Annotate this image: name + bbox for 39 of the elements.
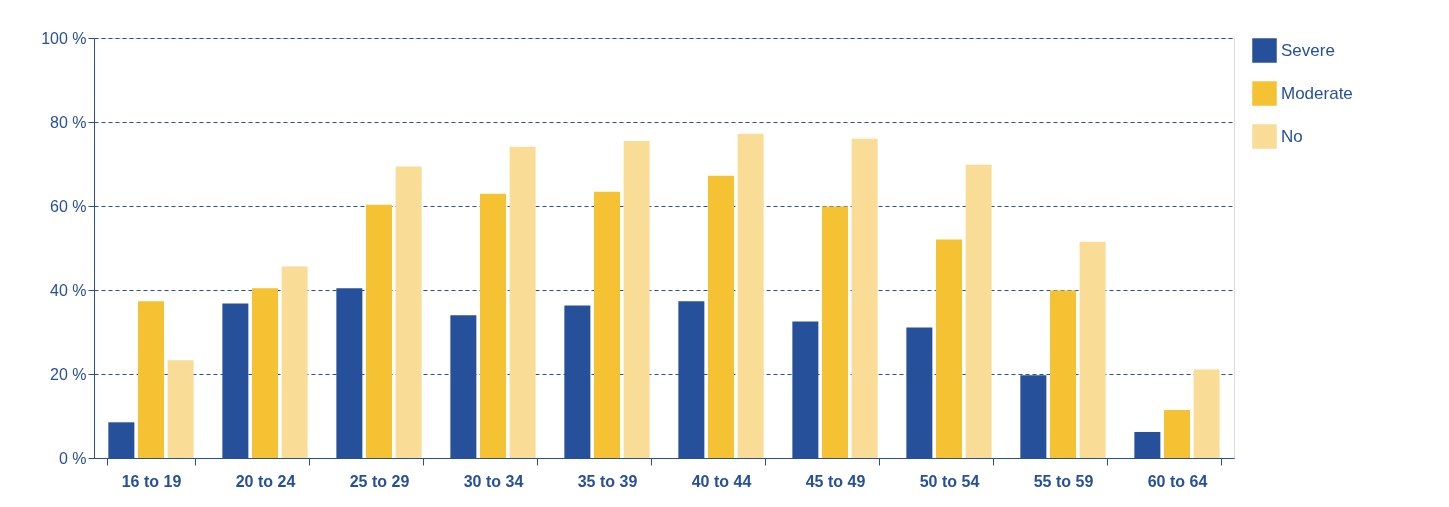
- bar: [1193, 369, 1220, 458]
- x-tick-label: 30 to 34: [463, 472, 524, 490]
- x-tick-label: 40 to 44: [691, 472, 752, 490]
- bar: [851, 138, 878, 458]
- x-tick-label: 50 to 54: [919, 472, 980, 490]
- bar: [623, 140, 650, 458]
- bar: [167, 360, 194, 458]
- y-tick-label: 40 %: [50, 281, 87, 299]
- bar: [822, 206, 848, 458]
- x-tick-label: 35 to 39: [577, 472, 638, 490]
- x-tick-label: 45 to 49: [805, 472, 866, 490]
- bar: [708, 175, 734, 458]
- x-tick-label: 20 to 24: [235, 472, 296, 490]
- bar: [138, 301, 164, 458]
- bar: [366, 204, 392, 458]
- bar: [594, 191, 620, 458]
- legend-label: Severe: [1281, 40, 1335, 60]
- y-tick-label: 100 %: [41, 29, 87, 47]
- y-tick-label: 60 %: [50, 197, 87, 215]
- bar: [281, 266, 308, 458]
- y-tick-label: 80 %: [50, 113, 87, 131]
- bar: [936, 239, 962, 458]
- x-tick-label: 16 to 19: [121, 472, 182, 490]
- bar: [1079, 241, 1106, 458]
- x-tick-label: 55 to 59: [1033, 472, 1094, 490]
- legend-label: No: [1281, 126, 1303, 146]
- y-tick-label: 20 %: [50, 365, 87, 383]
- bar: [965, 164, 992, 458]
- bar: [252, 288, 278, 458]
- bar: [1164, 410, 1190, 458]
- y-tick-label: 0 %: [58, 449, 87, 467]
- x-tick-label: 60 to 64: [1147, 472, 1208, 490]
- bar: [737, 133, 764, 458]
- legend-label: Moderate: [1281, 83, 1353, 103]
- bar: [395, 166, 422, 458]
- bar: [1050, 290, 1076, 458]
- bar: [480, 193, 506, 458]
- bar: [509, 146, 536, 458]
- x-tick-label: 25 to 29: [349, 472, 410, 490]
